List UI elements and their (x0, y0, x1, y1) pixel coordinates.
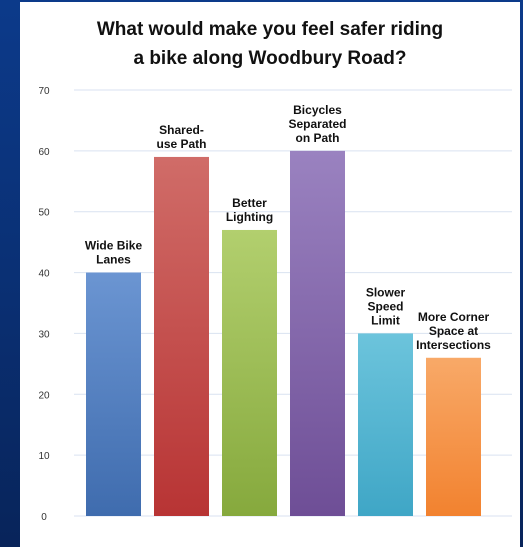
bar-1 (154, 156, 209, 516)
bar-0 (86, 272, 141, 516)
category-label-5-line-0: More Corner (418, 310, 490, 324)
bar-5 (426, 357, 481, 516)
y-tick-label-20: 20 (38, 390, 50, 401)
category-label-1-line-0: Shared- (159, 123, 204, 137)
y-tick-label-70: 70 (38, 86, 50, 97)
category-label-5-line-2: Intersections (416, 338, 491, 352)
category-label-4-line-1: Speed (367, 299, 403, 313)
bar-3 (290, 150, 345, 516)
y-tick-label-60: 60 (38, 147, 50, 158)
y-tick-label-50: 50 (38, 208, 50, 219)
category-label-4-line-2: Limit (371, 313, 400, 327)
chart-panel: What would make you feel safer riding a … (20, 2, 520, 547)
category-label-4-line-0: Slower (366, 285, 406, 299)
y-tick-label-10: 10 (38, 451, 50, 462)
category-label-1-line-1: use Path (156, 137, 206, 151)
chart-title-line-2: a bike along Woodbury Road? (133, 48, 407, 69)
category-label-2-line-1: Lighting (226, 210, 273, 224)
y-tick-label-0: 0 (41, 512, 47, 523)
y-tick-label-40: 40 (38, 269, 50, 280)
bar-2 (222, 229, 277, 516)
chart-title-line-1: What would make you feel safer riding (96, 19, 444, 40)
category-label-2-line-0: Better (232, 196, 267, 210)
category-label-0-line-0: Wide Bike (85, 239, 143, 253)
category-label-3-line-2: on Path (296, 131, 340, 145)
category-label-3-line-1: Separated (288, 117, 346, 131)
y-tick-label-30: 30 (38, 329, 50, 340)
category-label-0-line-1: Lanes (96, 253, 131, 267)
category-label-5-line-1: Space at (429, 324, 478, 338)
bar-4 (358, 333, 413, 516)
category-label-3-line-0: Bicycles (293, 103, 342, 117)
